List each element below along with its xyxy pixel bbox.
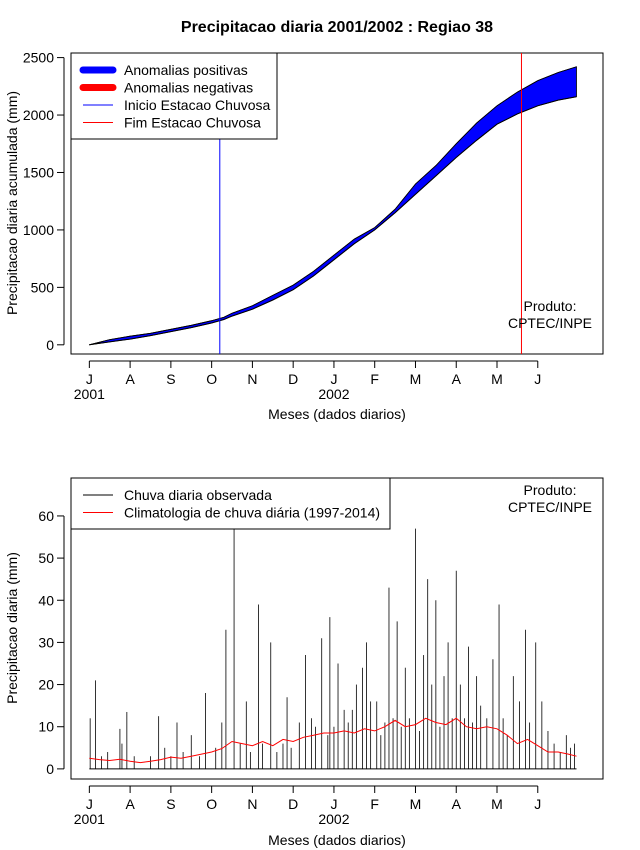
x-axis-label-bottom: Meses (dados diarios) (268, 832, 406, 848)
top-x-tick-label: S (166, 371, 175, 387)
credit-line-2-top: CPTEC/INPE (508, 315, 592, 331)
daily-panel: Meses (dados diarios) Precipitacao diari… (4, 477, 604, 848)
accumulated-panel: Meses (dados diarios) Precipitacao diari… (4, 50, 604, 422)
top-x-tick-label: M (491, 371, 503, 387)
climatology-daily-line (89, 717, 577, 764)
top-x-tick-label: M (410, 371, 422, 387)
bottom-y-tick-label: 10 (38, 719, 54, 735)
top-y-tick-label: 0 (46, 337, 54, 353)
bottom-x-tick-label: N (247, 796, 257, 812)
y-axis-label-top: Precipitacao diaria acumulada (mm) (4, 91, 20, 315)
top-legend-label: Anomalias negativas (124, 80, 253, 96)
bottom-x-tick-label: J (330, 796, 337, 812)
top-x-tick-label: N (247, 371, 257, 387)
top-x-tick-label: J (534, 371, 541, 387)
bottom-x-tick-label: O (206, 796, 217, 812)
top-x-tick-label: A (452, 371, 462, 387)
top-y-tick-label: 1000 (23, 222, 54, 238)
top-y-tick-label: 2500 (23, 50, 54, 66)
top-x-tick-label: O (206, 371, 217, 387)
climatology-accumulated-line (89, 96, 577, 346)
bottom-y-tick-label: 30 (38, 634, 54, 650)
credit-line-1-top: Produto: (524, 298, 577, 314)
top-year-label: 2002 (318, 386, 349, 402)
top-legend-label: Anomalias positivas (124, 62, 248, 78)
bottom-legend-label: Chuva diaria observada (124, 487, 272, 503)
bottom-y-tick-label: 20 (38, 677, 54, 693)
top-x-tick-label: F (370, 371, 379, 387)
top-year-label: 2001 (74, 386, 105, 402)
bottom-x-tick-label: M (410, 796, 422, 812)
bottom-x-tick-label: S (166, 796, 175, 812)
bottom-y-tick-label: 40 (38, 592, 54, 608)
credit-line-2-bottom: CPTEC/INPE (508, 499, 592, 515)
bottom-year-label: 2001 (74, 811, 105, 827)
bottom-x-tick-label: A (125, 796, 135, 812)
bottom-y-tick-label: 0 (46, 761, 54, 777)
bottom-x-tick-label: A (452, 796, 462, 812)
bottom-year-label: 2002 (318, 811, 349, 827)
bottom-x-tick-label: D (288, 796, 298, 812)
bottom-x-tick-label: F (370, 796, 379, 812)
bottom-y-tick-label: 50 (38, 550, 54, 566)
top-x-tick-label: D (288, 371, 298, 387)
bottom-legend-label: Climatologia de chuva diária (1997-2014) (124, 505, 380, 521)
bottom-x-tick-label: M (491, 796, 503, 812)
top-x-tick-label: A (125, 371, 135, 387)
bottom-x-tick-label: J (534, 796, 541, 812)
plot-frame-top (70, 52, 604, 355)
y-axis-label-bottom: Precipitacao diaria (mm) (4, 552, 20, 704)
chart-title: Precipitacao diaria 2001/2002 : Regiao 3… (181, 19, 493, 36)
observed-accumulated-line (89, 66, 577, 346)
bottom-x-tick-label: J (86, 796, 93, 812)
top-y-tick-label: 2000 (23, 107, 54, 123)
top-y-tick-label: 1500 (23, 164, 54, 180)
credit-line-1-bottom: Produto: (524, 482, 577, 498)
top-x-tick-label: J (330, 371, 337, 387)
top-x-tick-label: J (86, 371, 93, 387)
bottom-legend-box (70, 477, 391, 530)
bottom-y-tick-label: 60 (38, 508, 54, 524)
top-y-tick-label: 500 (31, 279, 55, 295)
x-axis-label-top: Meses (dados diarios) (268, 406, 406, 422)
top-legend-label: Inicio Estacao Chuvosa (124, 97, 271, 113)
top-legend-label: Fim Estacao Chuvosa (124, 115, 261, 131)
